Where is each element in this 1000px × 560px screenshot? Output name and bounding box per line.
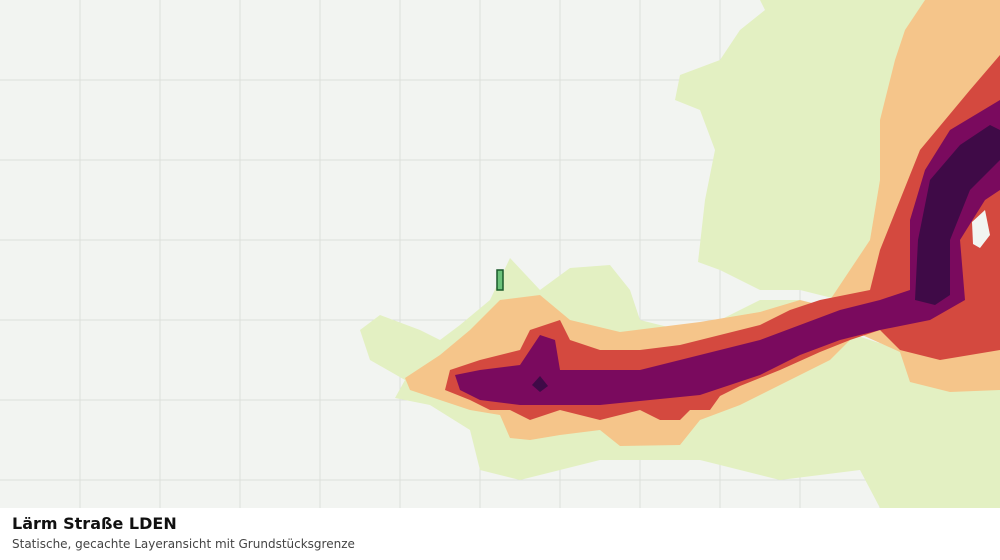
title: Lärm Straße LDEN [12,514,177,533]
noise-layer [360,0,1000,508]
subtitle: Statische, gecachte Layeransicht mit Gru… [12,537,355,551]
caption: Lärm Straße LDEN Statische, gecachte Lay… [0,508,1000,560]
parcel-boundary [496,269,504,291]
